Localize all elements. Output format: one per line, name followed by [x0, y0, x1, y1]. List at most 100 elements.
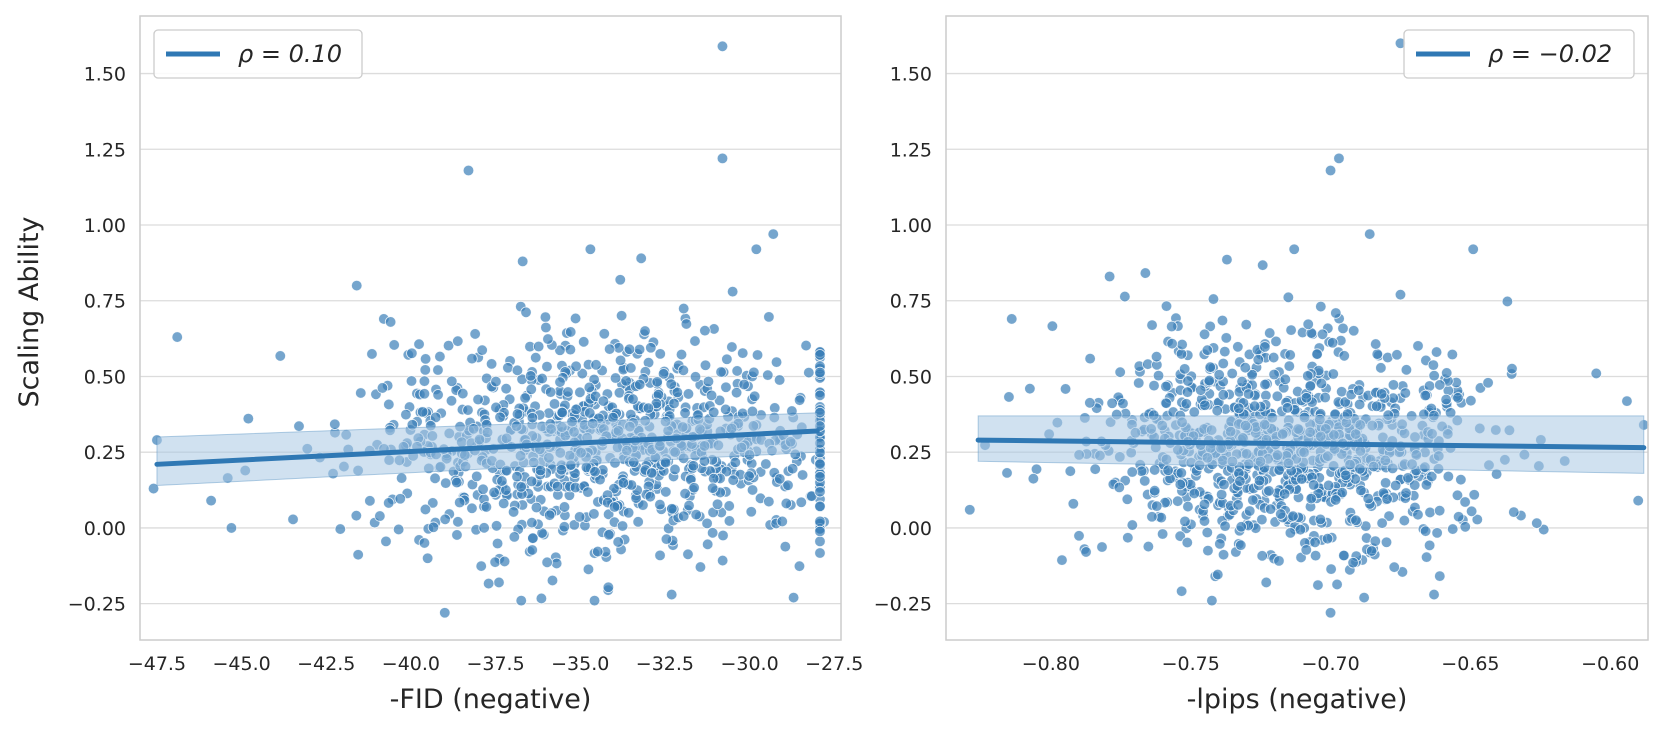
- scatter-point: [488, 486, 500, 499]
- scatter-point: [1468, 489, 1480, 501]
- scatter-point: [1151, 500, 1163, 512]
- scatter-point: [715, 366, 727, 378]
- scatter-point: [525, 475, 538, 488]
- scatter-point: [1336, 486, 1348, 499]
- scatter-point: [612, 536, 624, 548]
- scatter-point: [583, 381, 596, 394]
- scatter-point: [1180, 398, 1193, 410]
- scatter-point: [480, 501, 493, 513]
- scatter-point: [1400, 487, 1412, 499]
- scatter-point: [711, 498, 724, 510]
- scatter-point: [1179, 515, 1191, 528]
- scatter-point: [1452, 392, 1464, 404]
- scatter-point: [1181, 386, 1194, 398]
- scatter-point: [1465, 395, 1477, 407]
- scatter-point: [699, 324, 711, 337]
- scatter-point: [800, 339, 812, 352]
- scatter-point: [582, 563, 595, 576]
- scatter-point: [1175, 467, 1188, 479]
- scatter-point: [787, 591, 800, 604]
- scatter-point: [1399, 387, 1412, 399]
- scatter-point: [1126, 519, 1139, 531]
- scatter-point: [555, 464, 568, 476]
- scatter-point: [701, 517, 713, 530]
- scatter-point: [1428, 369, 1440, 382]
- scatter-point: [814, 349, 826, 361]
- scatter-point: [682, 548, 694, 560]
- scatter-point: [1284, 349, 1296, 361]
- scatter-point: [793, 560, 806, 572]
- scatter-point: [782, 479, 794, 491]
- y-tick-label: 1.00: [84, 215, 126, 237]
- scatter-point: [1324, 164, 1337, 177]
- scatter-point: [519, 392, 531, 404]
- scatter-point: [634, 378, 646, 391]
- scatter-point: [677, 302, 690, 315]
- scatter-point: [334, 523, 347, 535]
- scatter-point: [1146, 319, 1158, 331]
- scatter-point: [1285, 324, 1297, 336]
- scatter-point: [1113, 481, 1125, 494]
- scatter-point: [1355, 484, 1367, 497]
- scatter-point: [639, 325, 651, 337]
- scatter-point: [1376, 517, 1388, 529]
- scatter-point: [774, 473, 786, 485]
- scatter-point: [1369, 535, 1382, 547]
- scatter-point: [405, 375, 418, 387]
- scatter-point: [750, 243, 763, 255]
- scatter-point: [1096, 541, 1108, 553]
- scatter-point: [660, 486, 672, 498]
- scatter-point: [678, 510, 690, 522]
- scatter-point: [1235, 539, 1247, 551]
- scatter-point: [287, 513, 299, 526]
- scatter-point: [382, 497, 395, 509]
- scatter-point: [1273, 555, 1285, 567]
- scatter-points: [147, 40, 830, 619]
- y-tick-label: −0.25: [874, 594, 932, 616]
- scatter-point: [1256, 513, 1268, 526]
- scatter-point: [1309, 536, 1321, 548]
- scatter-point: [708, 472, 720, 485]
- scatter-point: [1330, 307, 1342, 319]
- scatter-point: [1420, 551, 1433, 563]
- scatter-point: [1174, 530, 1186, 542]
- x-tick-label: −30.0: [720, 653, 778, 675]
- scatter-point: [964, 504, 976, 516]
- scatter-point: [352, 549, 364, 561]
- scatter-point: [550, 557, 563, 570]
- scatter-point: [622, 507, 635, 519]
- scatter-point: [1430, 346, 1443, 358]
- scatter-point: [654, 498, 666, 511]
- scatter-point: [429, 411, 442, 424]
- scatter-point: [1471, 513, 1484, 526]
- x-tick-label: −0.65: [1441, 653, 1499, 675]
- scatter-point: [1181, 536, 1193, 549]
- scatter-point: [418, 537, 431, 549]
- scatter-point: [584, 243, 597, 255]
- scatter-point: [1172, 495, 1184, 507]
- x-tick-label: −32.5: [636, 653, 694, 675]
- scatter-point: [1409, 479, 1421, 491]
- scatter-point: [814, 500, 826, 512]
- scatter-point: [446, 375, 458, 387]
- scatter-point: [1139, 475, 1151, 487]
- scatter-point: [1246, 369, 1258, 381]
- scatter-point: [1347, 557, 1359, 569]
- scatter-point: [780, 497, 793, 510]
- scatter-point: [713, 394, 726, 407]
- scatter-point: [1326, 337, 1339, 349]
- scatter-point: [1315, 300, 1327, 313]
- scatter-point: [1106, 397, 1118, 409]
- scatter-point: [665, 588, 678, 601]
- scatter-point: [530, 501, 543, 514]
- scatter-point: [1219, 520, 1231, 532]
- scatter-point: [584, 407, 596, 419]
- scatter-point: [1275, 508, 1287, 520]
- scatter-point: [795, 496, 808, 508]
- scatter-point: [746, 484, 759, 496]
- scatter-point: [1239, 361, 1251, 374]
- scatter-point: [1233, 402, 1245, 415]
- scatter-point: [716, 40, 729, 52]
- scatter-point: [690, 508, 702, 521]
- y-tick-label: 0.75: [84, 291, 126, 313]
